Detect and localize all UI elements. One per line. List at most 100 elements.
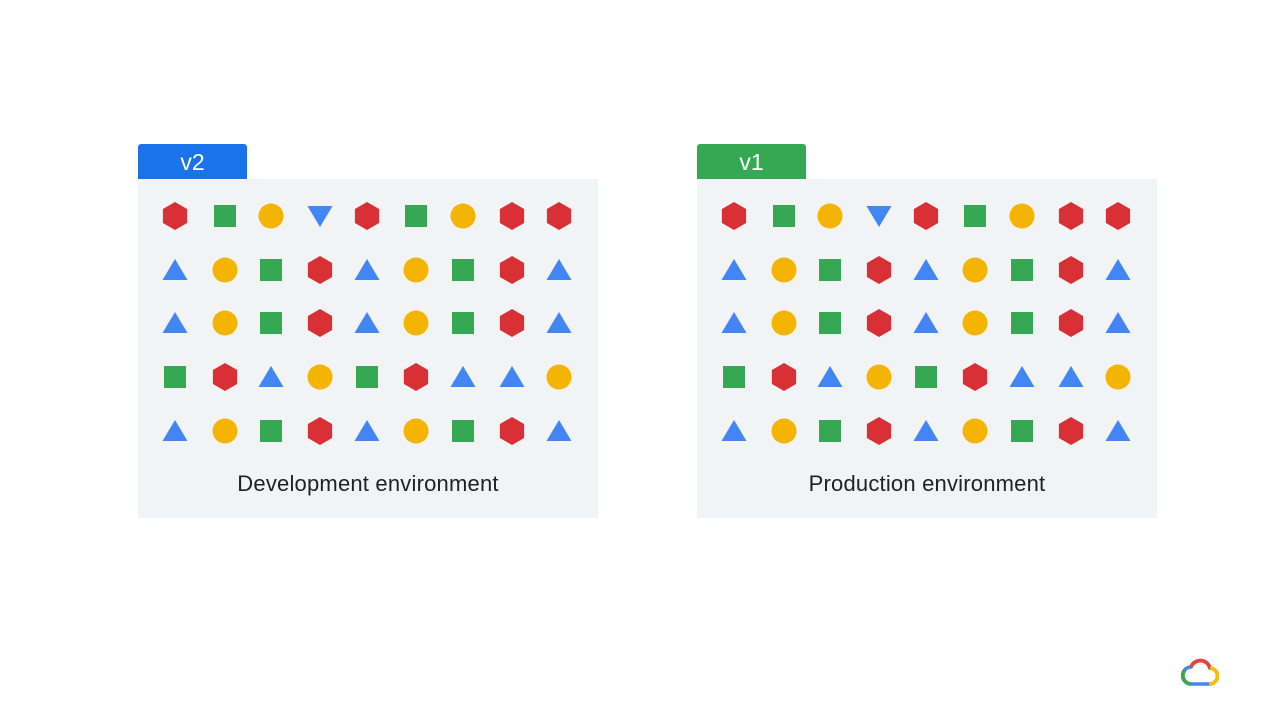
- red-hexagon-shape: [864, 416, 894, 446]
- yellow-circle-shape: [769, 308, 799, 338]
- yellow-circle-shape: [1007, 201, 1037, 231]
- blue-triangle-shape: [544, 416, 574, 446]
- environment-label: Production environment: [808, 471, 1046, 496]
- yellow-circle-shape: [401, 416, 431, 446]
- red-hexagon-shape: [769, 362, 799, 392]
- blue-triangle-down-shape: [305, 201, 335, 231]
- red-hexagon-shape: [1056, 308, 1086, 338]
- red-hexagon-shape: [497, 201, 527, 231]
- yellow-circle-shape: [1103, 362, 1133, 392]
- green-square-shape: [448, 416, 478, 446]
- green-square-shape: [256, 255, 286, 285]
- red-hexagon-shape: [305, 308, 335, 338]
- yellow-circle-shape: [448, 201, 478, 231]
- google-cloud-logo-icon: [1180, 657, 1220, 687]
- red-hexagon-shape: [352, 201, 382, 231]
- yellow-circle-shape: [401, 308, 431, 338]
- development-environment: v2 Development environment: [138, 144, 598, 518]
- red-hexagon-shape: [497, 416, 527, 446]
- blue-triangle-shape: [1103, 255, 1133, 285]
- green-square-shape: [1007, 308, 1037, 338]
- blue-triangle-shape: [911, 308, 941, 338]
- red-hexagon-shape: [960, 362, 990, 392]
- yellow-circle-shape: [401, 255, 431, 285]
- yellow-circle-shape: [256, 201, 286, 231]
- blue-triangle-shape: [160, 416, 190, 446]
- blue-triangle-shape: [160, 308, 190, 338]
- green-square-shape: [769, 201, 799, 231]
- red-hexagon-shape: [864, 308, 894, 338]
- red-hexagon-shape: [401, 362, 431, 392]
- red-hexagon-shape: [544, 201, 574, 231]
- blue-triangle-shape: [352, 308, 382, 338]
- shape-grid: [697, 179, 1157, 459]
- blue-triangle-shape: [719, 416, 749, 446]
- blue-triangle-shape: [1103, 416, 1133, 446]
- red-hexagon-shape: [1056, 416, 1086, 446]
- development-environment-panel: Development environment: [138, 179, 598, 518]
- blue-triangle-shape: [911, 416, 941, 446]
- red-hexagon-shape: [719, 201, 749, 231]
- green-square-shape: [1007, 416, 1037, 446]
- blue-triangle-shape: [719, 308, 749, 338]
- green-square-shape: [256, 308, 286, 338]
- green-square-shape: [352, 362, 382, 392]
- green-square-shape: [815, 308, 845, 338]
- red-hexagon-shape: [497, 308, 527, 338]
- yellow-circle-shape: [864, 362, 894, 392]
- version-tab-v1: v1: [697, 144, 806, 179]
- red-hexagon-shape: [305, 255, 335, 285]
- yellow-circle-shape: [544, 362, 574, 392]
- blue-triangle-shape: [1007, 362, 1037, 392]
- blue-triangle-shape: [911, 255, 941, 285]
- green-square-shape: [401, 201, 431, 231]
- green-square-shape: [815, 416, 845, 446]
- blue-triangle-shape: [352, 416, 382, 446]
- shape-grid: [138, 179, 598, 459]
- green-square-shape: [911, 362, 941, 392]
- blue-triangle-shape: [160, 255, 190, 285]
- green-square-shape: [160, 362, 190, 392]
- red-hexagon-shape: [1103, 201, 1133, 231]
- red-hexagon-shape: [305, 416, 335, 446]
- red-hexagon-shape: [497, 255, 527, 285]
- yellow-circle-shape: [769, 416, 799, 446]
- blue-triangle-shape: [544, 255, 574, 285]
- green-square-shape: [448, 255, 478, 285]
- blue-triangle-shape: [544, 308, 574, 338]
- red-hexagon-shape: [1056, 255, 1086, 285]
- red-hexagon-shape: [864, 255, 894, 285]
- yellow-circle-shape: [960, 255, 990, 285]
- green-square-shape: [1007, 255, 1037, 285]
- production-environment: v1 Production environment: [697, 144, 1157, 518]
- green-square-shape: [256, 416, 286, 446]
- blue-triangle-shape: [1103, 308, 1133, 338]
- blue-triangle-shape: [719, 255, 749, 285]
- green-square-shape: [719, 362, 749, 392]
- blue-triangle-shape: [1056, 362, 1086, 392]
- red-hexagon-shape: [160, 201, 190, 231]
- red-hexagon-shape: [210, 362, 240, 392]
- yellow-circle-shape: [305, 362, 335, 392]
- red-hexagon-shape: [911, 201, 941, 231]
- red-hexagon-shape: [1056, 201, 1086, 231]
- blue-triangle-shape: [352, 255, 382, 285]
- yellow-circle-shape: [960, 416, 990, 446]
- version-tab-v2: v2: [138, 144, 247, 179]
- yellow-circle-shape: [769, 255, 799, 285]
- production-environment-panel: Production environment: [697, 179, 1157, 518]
- yellow-circle-shape: [210, 416, 240, 446]
- yellow-circle-shape: [815, 201, 845, 231]
- green-square-shape: [448, 308, 478, 338]
- blue-triangle-shape: [448, 362, 478, 392]
- yellow-circle-shape: [210, 308, 240, 338]
- blue-triangle-shape: [815, 362, 845, 392]
- blue-triangle-shape: [497, 362, 527, 392]
- environment-label: Development environment: [237, 471, 499, 496]
- green-square-shape: [960, 201, 990, 231]
- green-square-shape: [210, 201, 240, 231]
- blue-triangle-shape: [256, 362, 286, 392]
- yellow-circle-shape: [960, 308, 990, 338]
- yellow-circle-shape: [210, 255, 240, 285]
- blue-triangle-down-shape: [864, 201, 894, 231]
